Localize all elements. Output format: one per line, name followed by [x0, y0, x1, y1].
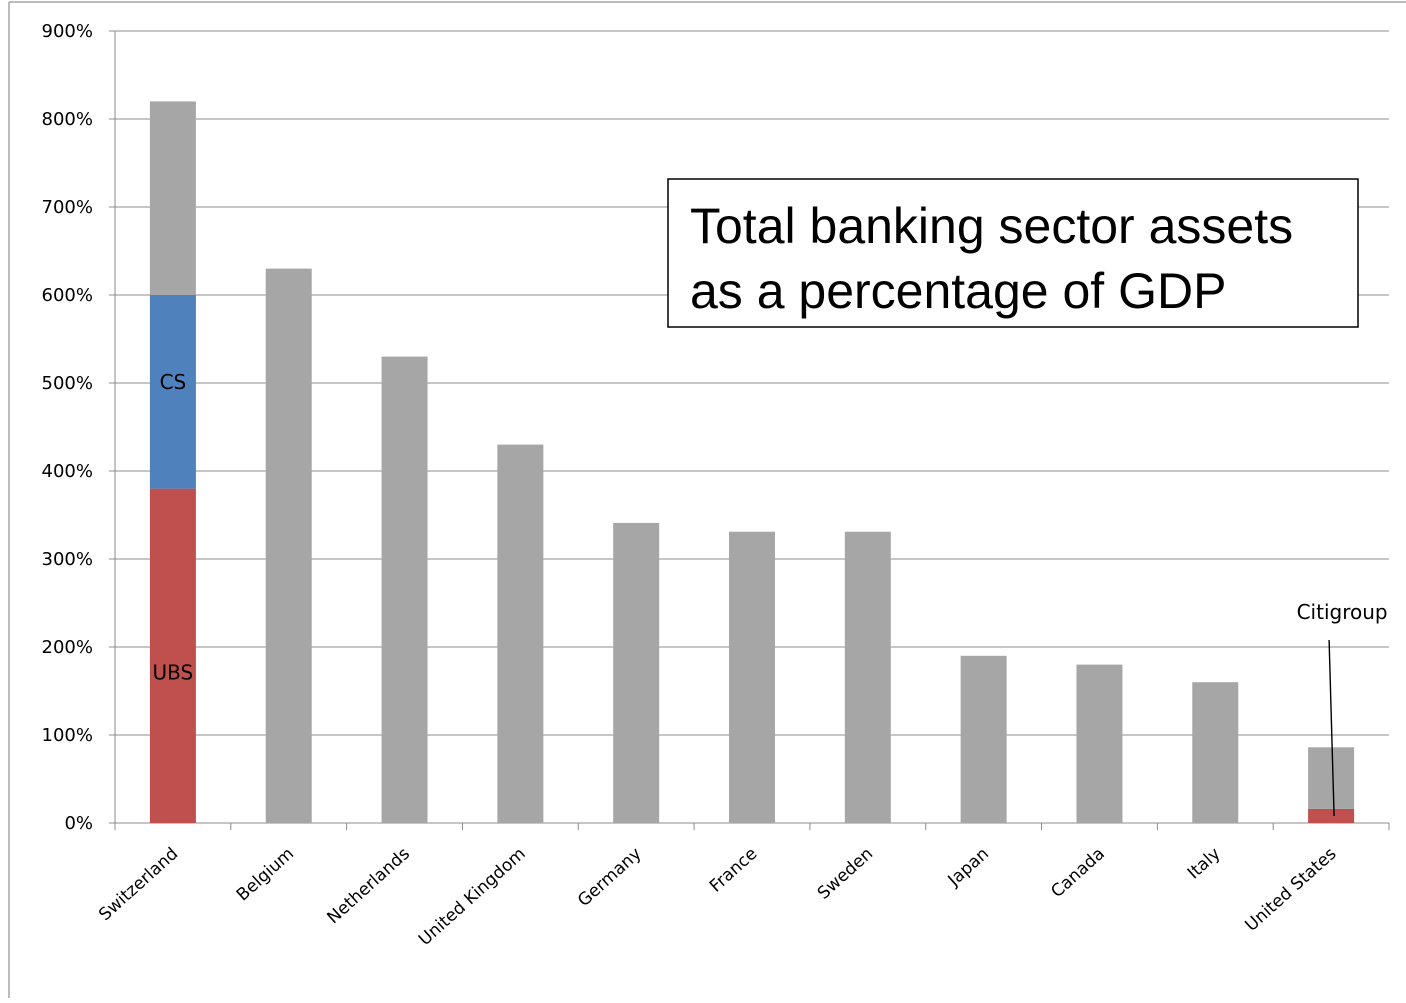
bar-segment-total-netherlands	[381, 356, 428, 823]
bar-segment-total-france	[729, 531, 775, 823]
chart-title-line-2: as a percentage of GDP	[690, 263, 1226, 319]
bar-segment-total-japan	[960, 655, 1007, 823]
citigroup-callout-line	[1328, 639, 1335, 816]
bar-segment-total-germany	[613, 522, 660, 823]
bars	[149, 101, 1355, 824]
bar-segment-total-switzerland	[149, 101, 196, 296]
y-tick-label: 0%	[64, 813, 93, 834]
bar-segment-total-sweden	[844, 531, 891, 823]
bar-segment-total-united-kingdom	[497, 444, 544, 823]
y-axis-ticks: 0% 100% 200% 300% 400% 500% 600% 700% 800% 900%	[42, 21, 115, 834]
y-tick-label: 600%	[42, 285, 93, 306]
segment-label-cs: CS	[160, 370, 187, 394]
title-box: Total banking sector assets as a percent…	[667, 178, 1359, 328]
bar-segment-total-italy	[1192, 682, 1239, 823]
bar-segment-total-united-states	[1308, 747, 1355, 809]
title-box-border	[667, 178, 1359, 328]
y-tick-label: 700%	[42, 197, 93, 218]
y-tick-label: 500%	[42, 373, 93, 394]
y-tick-label: 200%	[42, 637, 93, 658]
segment-labels: UBS CS Citigroup	[153, 370, 1388, 816]
y-tick-label: 900%	[42, 21, 93, 42]
segment-label-citigroup: Citigroup	[1297, 600, 1388, 624]
bar-segment-citigroup-united-states	[1308, 808, 1355, 823]
y-tick-label: 800%	[42, 109, 93, 130]
bar-segment-ubs-switzerland	[149, 488, 196, 823]
bar-segment-cs-switzerland	[149, 295, 196, 489]
chart-title-line-1: Total banking sector assets	[690, 198, 1293, 254]
bar-segment-total-belgium	[265, 268, 312, 824]
segment-label-ubs: UBS	[153, 661, 194, 685]
y-tick-label: 300%	[42, 549, 93, 570]
y-tick-label: 400%	[42, 461, 93, 482]
bar-segment-total-canada	[1076, 664, 1123, 823]
y-tick-label: 100%	[42, 725, 93, 746]
